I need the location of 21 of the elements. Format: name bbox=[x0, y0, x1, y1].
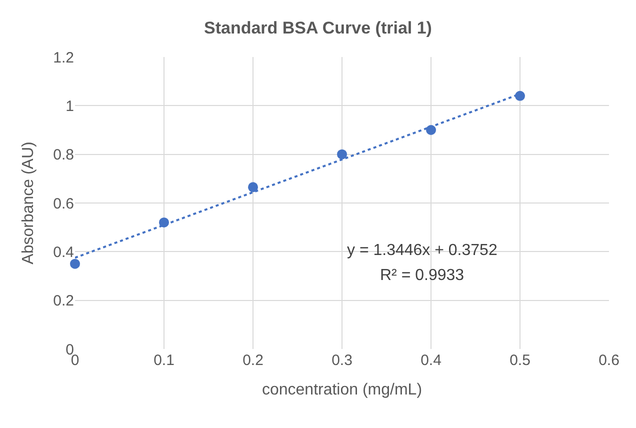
y-axis-title: Absorbance (AU) bbox=[20, 142, 38, 264]
y-tick-label: 0.2 bbox=[53, 292, 74, 310]
point bbox=[70, 258, 80, 269]
x-axis-title: concentration (mg/mL) bbox=[262, 382, 422, 399]
point bbox=[337, 149, 347, 160]
point bbox=[248, 182, 258, 192]
y-tick-label: 0.8 bbox=[53, 146, 74, 164]
annotation: y = 1.3446x + 0.3752 bbox=[347, 242, 498, 259]
x-tick-label: 0.5 bbox=[510, 352, 530, 369]
y-tick-label: 0.4 bbox=[53, 244, 74, 261]
annotation: R² = 0.9933 bbox=[380, 267, 464, 284]
x-tick-label: 0.1 bbox=[154, 352, 174, 369]
x-tick-label: 0.3 bbox=[332, 352, 352, 369]
chart-title: Standard BSA Curve (trial 1) bbox=[204, 18, 432, 38]
y-tick-label: 0.6 bbox=[53, 195, 74, 212]
y-tick-label: 1 bbox=[66, 98, 74, 115]
x-tick-label: 0.2 bbox=[242, 352, 264, 369]
y-tick-label: 1.2 bbox=[53, 49, 74, 66]
x-tick-label: 0.6 bbox=[598, 352, 620, 369]
x-tick-label: 0.4 bbox=[420, 352, 442, 369]
point bbox=[515, 90, 525, 101]
